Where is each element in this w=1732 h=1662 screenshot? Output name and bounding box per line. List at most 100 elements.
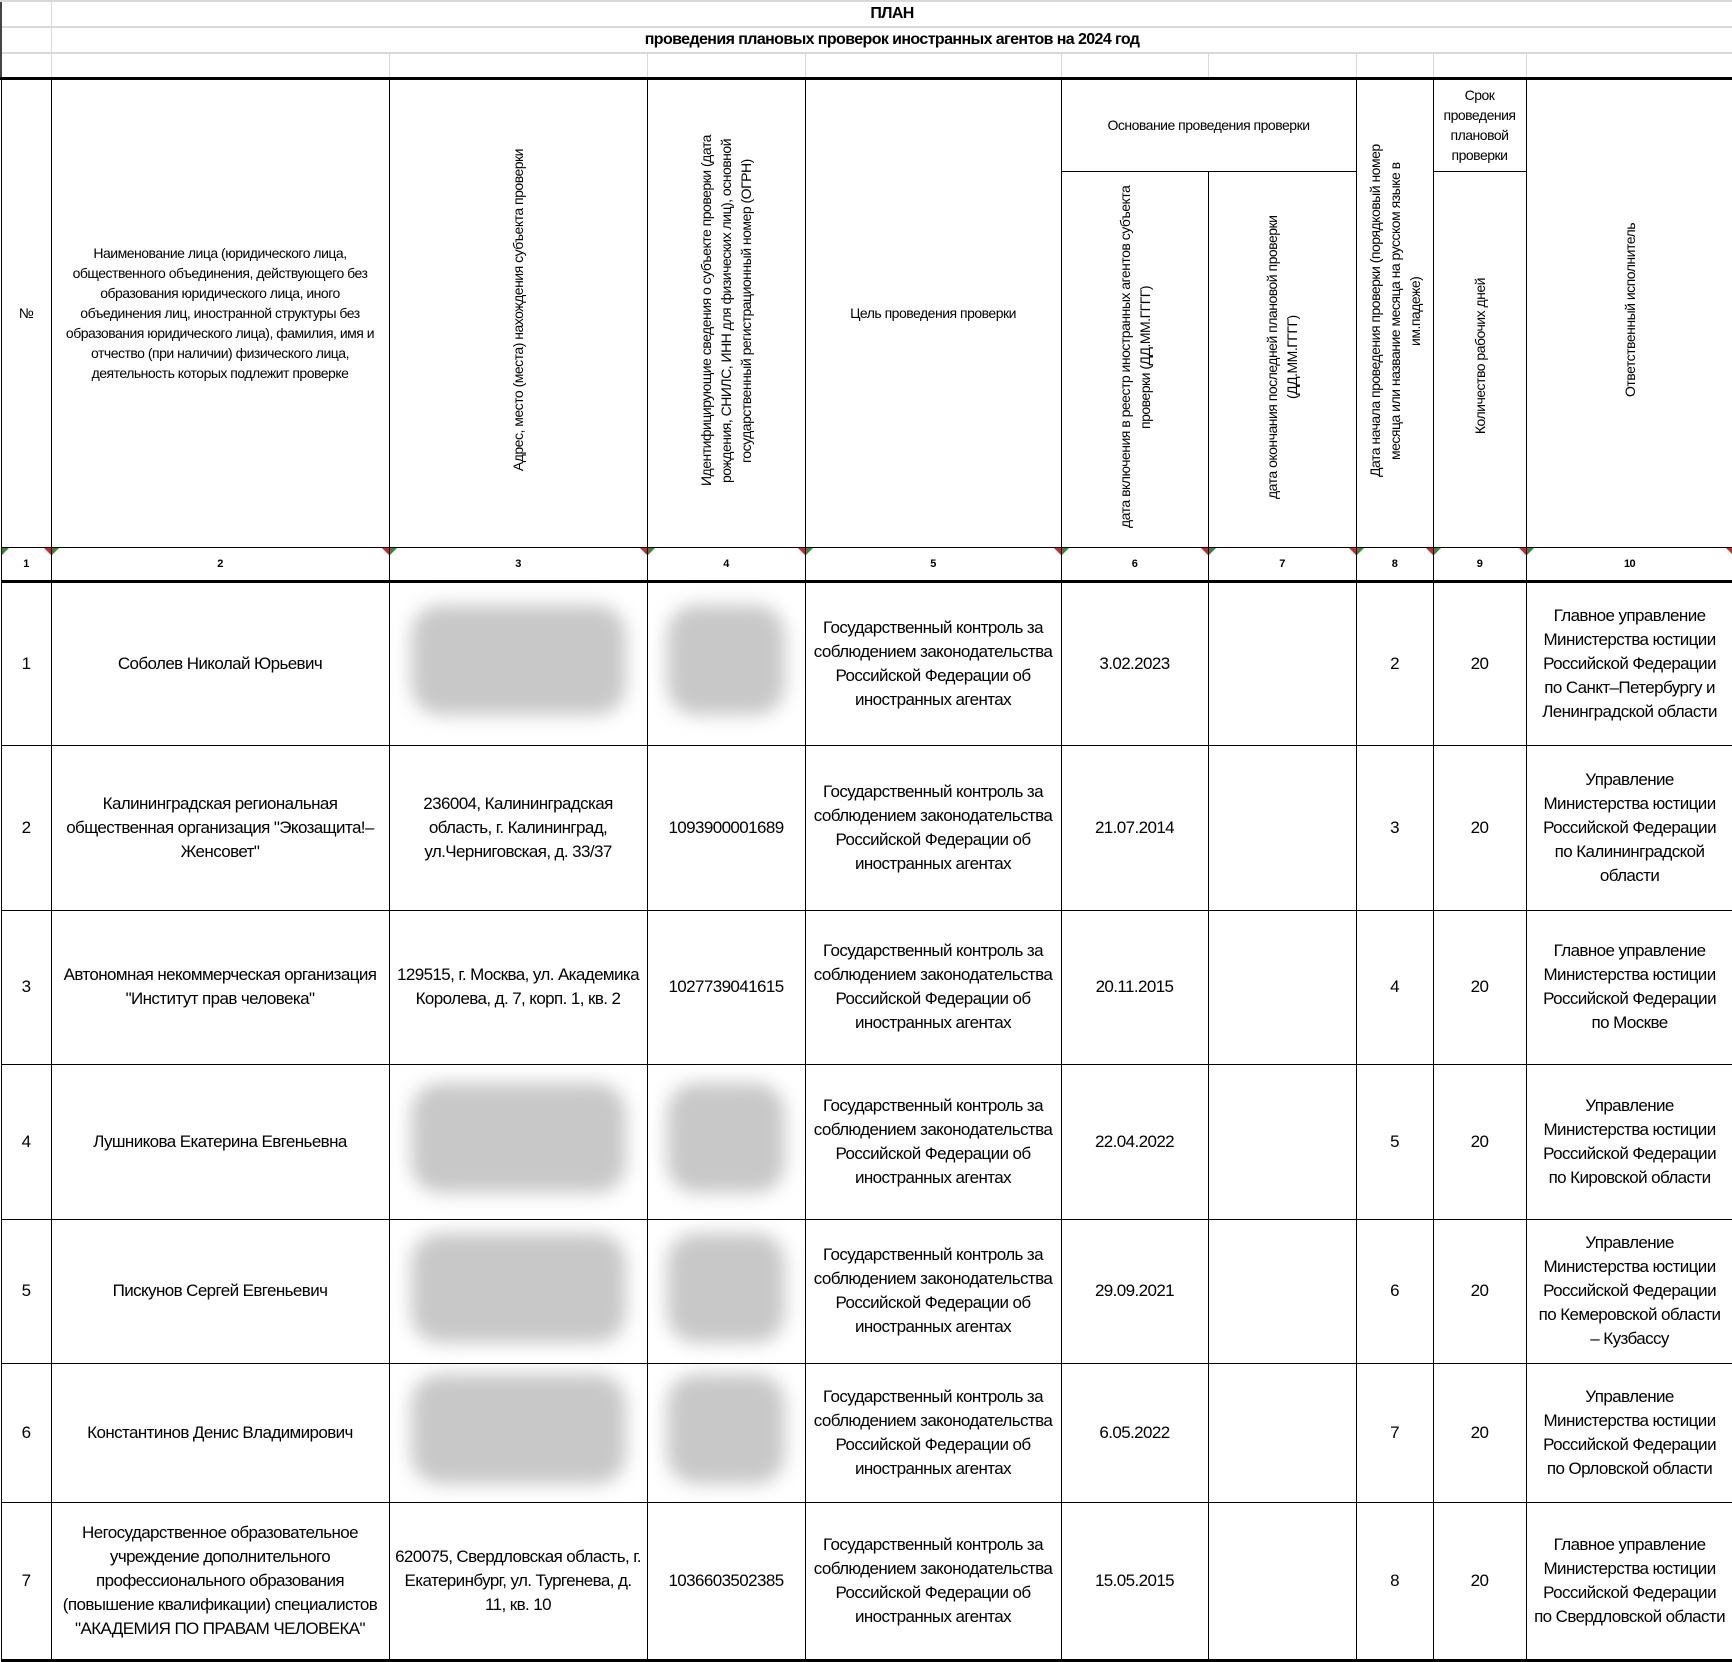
- cell-address: [388, 1362, 648, 1503]
- document-subtitle: проведения плановых проверок иностранных…: [50, 26, 1732, 54]
- redacted-blur: [410, 605, 626, 715]
- column-number: 5: [804, 546, 1062, 583]
- cell-ident: [646, 1362, 806, 1503]
- redacted-blur: [410, 1232, 626, 1343]
- cell-address: [388, 1063, 648, 1220]
- header-responsible: Ответственный исполнитель: [1525, 76, 1732, 548]
- cell-last-check: [1207, 580, 1357, 746]
- cell-responsible: Управление Министерства юстиции Российск…: [1525, 744, 1732, 911]
- cell-name: Пискунов Сергей Евгеньевич: [50, 1218, 390, 1364]
- cell-responsible: Управление Министерства юстиции Российск…: [1525, 1362, 1732, 1503]
- cell-purpose: Государственный контроль за соблюдением …: [804, 1501, 1062, 1662]
- column-number: 7: [1207, 546, 1357, 583]
- header-basis: Основание проведения проверки: [1060, 76, 1357, 172]
- column-number: 4: [646, 546, 806, 583]
- cell-ident: [646, 1218, 806, 1364]
- cell-address: [388, 1218, 648, 1364]
- cell-no: 5: [0, 1218, 52, 1364]
- cell-purpose: Государственный контроль за соблюдением …: [804, 744, 1062, 911]
- header-basis-last: дата окончания последней плановой провер…: [1207, 170, 1357, 548]
- cell-start: 3: [1355, 744, 1434, 911]
- cell-registry-date: 3.02.2023: [1060, 580, 1209, 746]
- cell-days: 20: [1432, 1362, 1527, 1503]
- cell-last-check: [1207, 1063, 1357, 1220]
- table-row: 3 Автономная некоммерческая организация "…: [0, 909, 1732, 1065]
- cell-ident: [646, 580, 806, 746]
- cell-registry-date: 22.04.2022: [1060, 1063, 1209, 1220]
- header-no: №: [0, 76, 52, 548]
- cell-last-check: [1207, 1501, 1357, 1662]
- cell-start: 5: [1355, 1063, 1434, 1220]
- cell-last-check: [1207, 1218, 1357, 1364]
- redacted-blur: [667, 1374, 785, 1484]
- document-title: ПЛАН: [50, 0, 1732, 28]
- cell-address: 620075, Свердловская область, г. Екатери…: [388, 1501, 648, 1662]
- cell-no: 7: [0, 1501, 52, 1662]
- cell-no: 2: [0, 744, 52, 911]
- cell-registry-date: 6.05.2022: [1060, 1362, 1209, 1503]
- cell-start: 7: [1355, 1362, 1434, 1503]
- table-row: 5 Пискунов Сергей Евгеньевич Государственн…: [0, 1218, 1732, 1364]
- table-row: 1 Соболев Николай Юрьевич Государственный …: [0, 580, 1732, 746]
- table-row: 7 Негосударственное образовательное учреж…: [0, 1501, 1732, 1662]
- header-ident: Идентифицирующие сведения о субъекте про…: [646, 76, 806, 548]
- header-term: Срок проведения плановой проверки: [1432, 76, 1527, 172]
- column-number: 10: [1525, 546, 1732, 583]
- redacted-blur: [667, 1083, 785, 1193]
- cell-days: 20: [1432, 1063, 1527, 1220]
- column-number: 8: [1355, 546, 1434, 583]
- column-number: 6: [1060, 546, 1209, 583]
- cell-purpose: Государственный контроль за соблюдением …: [804, 1218, 1062, 1364]
- column-number: 1: [0, 546, 52, 583]
- cell-days: 20: [1432, 744, 1527, 911]
- redacted-blur: [667, 605, 785, 715]
- cell-responsible: Главное управление Министерства юстиции …: [1525, 580, 1732, 746]
- cell-name: Автономная некоммерческая организация "И…: [50, 909, 390, 1065]
- cell-responsible: Главное управление Министерства юстиции …: [1525, 909, 1732, 1065]
- header-address: Адрес, место (места) нахождения субъекта…: [388, 76, 648, 548]
- cell-days: 20: [1432, 909, 1527, 1065]
- cell-days: 20: [1432, 580, 1527, 746]
- redacted-blur: [667, 1232, 785, 1343]
- cell-name: Негосударственное образовательное учрежд…: [50, 1501, 390, 1662]
- cell-start: 4: [1355, 909, 1434, 1065]
- cell-no: 3: [0, 909, 52, 1065]
- cell-days: 20: [1432, 1501, 1527, 1662]
- cell-name: Константинов Денис Владимирович: [50, 1362, 390, 1503]
- cell-ident: 1027739041615: [646, 909, 806, 1065]
- cell-purpose: Государственный контроль за соблюдением …: [804, 580, 1062, 746]
- cell-name: Лушникова Екатерина Евгеньевна: [50, 1063, 390, 1220]
- cell-address: 129515, г. Москва, ул. Академика Королев…: [388, 909, 648, 1065]
- cell-no: 6: [0, 1362, 52, 1503]
- table-row: 4 Лушникова Екатерина Евгеньевна Государст…: [0, 1063, 1732, 1220]
- cell-last-check: [1207, 909, 1357, 1065]
- header-purpose: Цель проведения проверки: [804, 76, 1062, 548]
- cell-last-check: [1207, 744, 1357, 911]
- cell-purpose: Государственный контроль за соблюдением …: [804, 1362, 1062, 1503]
- column-number: 3: [388, 546, 648, 583]
- cell-registry-date: 29.09.2021: [1060, 1218, 1209, 1364]
- cell-start: 8: [1355, 1501, 1434, 1662]
- cell-ident: [646, 1063, 806, 1220]
- cell-ident: 1093900001689: [646, 744, 806, 911]
- header-name: Наименование лица (юридического лица, об…: [50, 76, 390, 548]
- cell-responsible: Управление Министерства юстиции Российск…: [1525, 1063, 1732, 1220]
- cell-last-check: [1207, 1362, 1357, 1503]
- cell-responsible: Главное управление Министерства юстиции …: [1525, 1501, 1732, 1662]
- cell-start: 2: [1355, 580, 1434, 746]
- cell-ident: 1036603502385: [646, 1501, 806, 1662]
- header-days: Количество рабочих дней: [1432, 170, 1527, 548]
- cell-address: [388, 580, 648, 746]
- table-row: 6 Константинов Денис Владимирович Государс…: [0, 1362, 1732, 1503]
- cell-registry-date: 21.07.2014: [1060, 744, 1209, 911]
- cell-responsible: Управление Министерства юстиции Российск…: [1525, 1218, 1732, 1364]
- cell-registry-date: 15.05.2015: [1060, 1501, 1209, 1662]
- cell-purpose: Государственный контроль за соблюдением …: [804, 1063, 1062, 1220]
- table-row: 2 Калининградская региональная общественн…: [0, 744, 1732, 911]
- cell-name: Калининградская региональная общественна…: [50, 744, 390, 911]
- cell-start: 6: [1355, 1218, 1434, 1364]
- header-basis-registry: дата включения в реестр иностранных аген…: [1060, 170, 1209, 548]
- cell-name: Соболев Николай Юрьевич: [50, 580, 390, 746]
- cell-registry-date: 20.11.2015: [1060, 909, 1209, 1065]
